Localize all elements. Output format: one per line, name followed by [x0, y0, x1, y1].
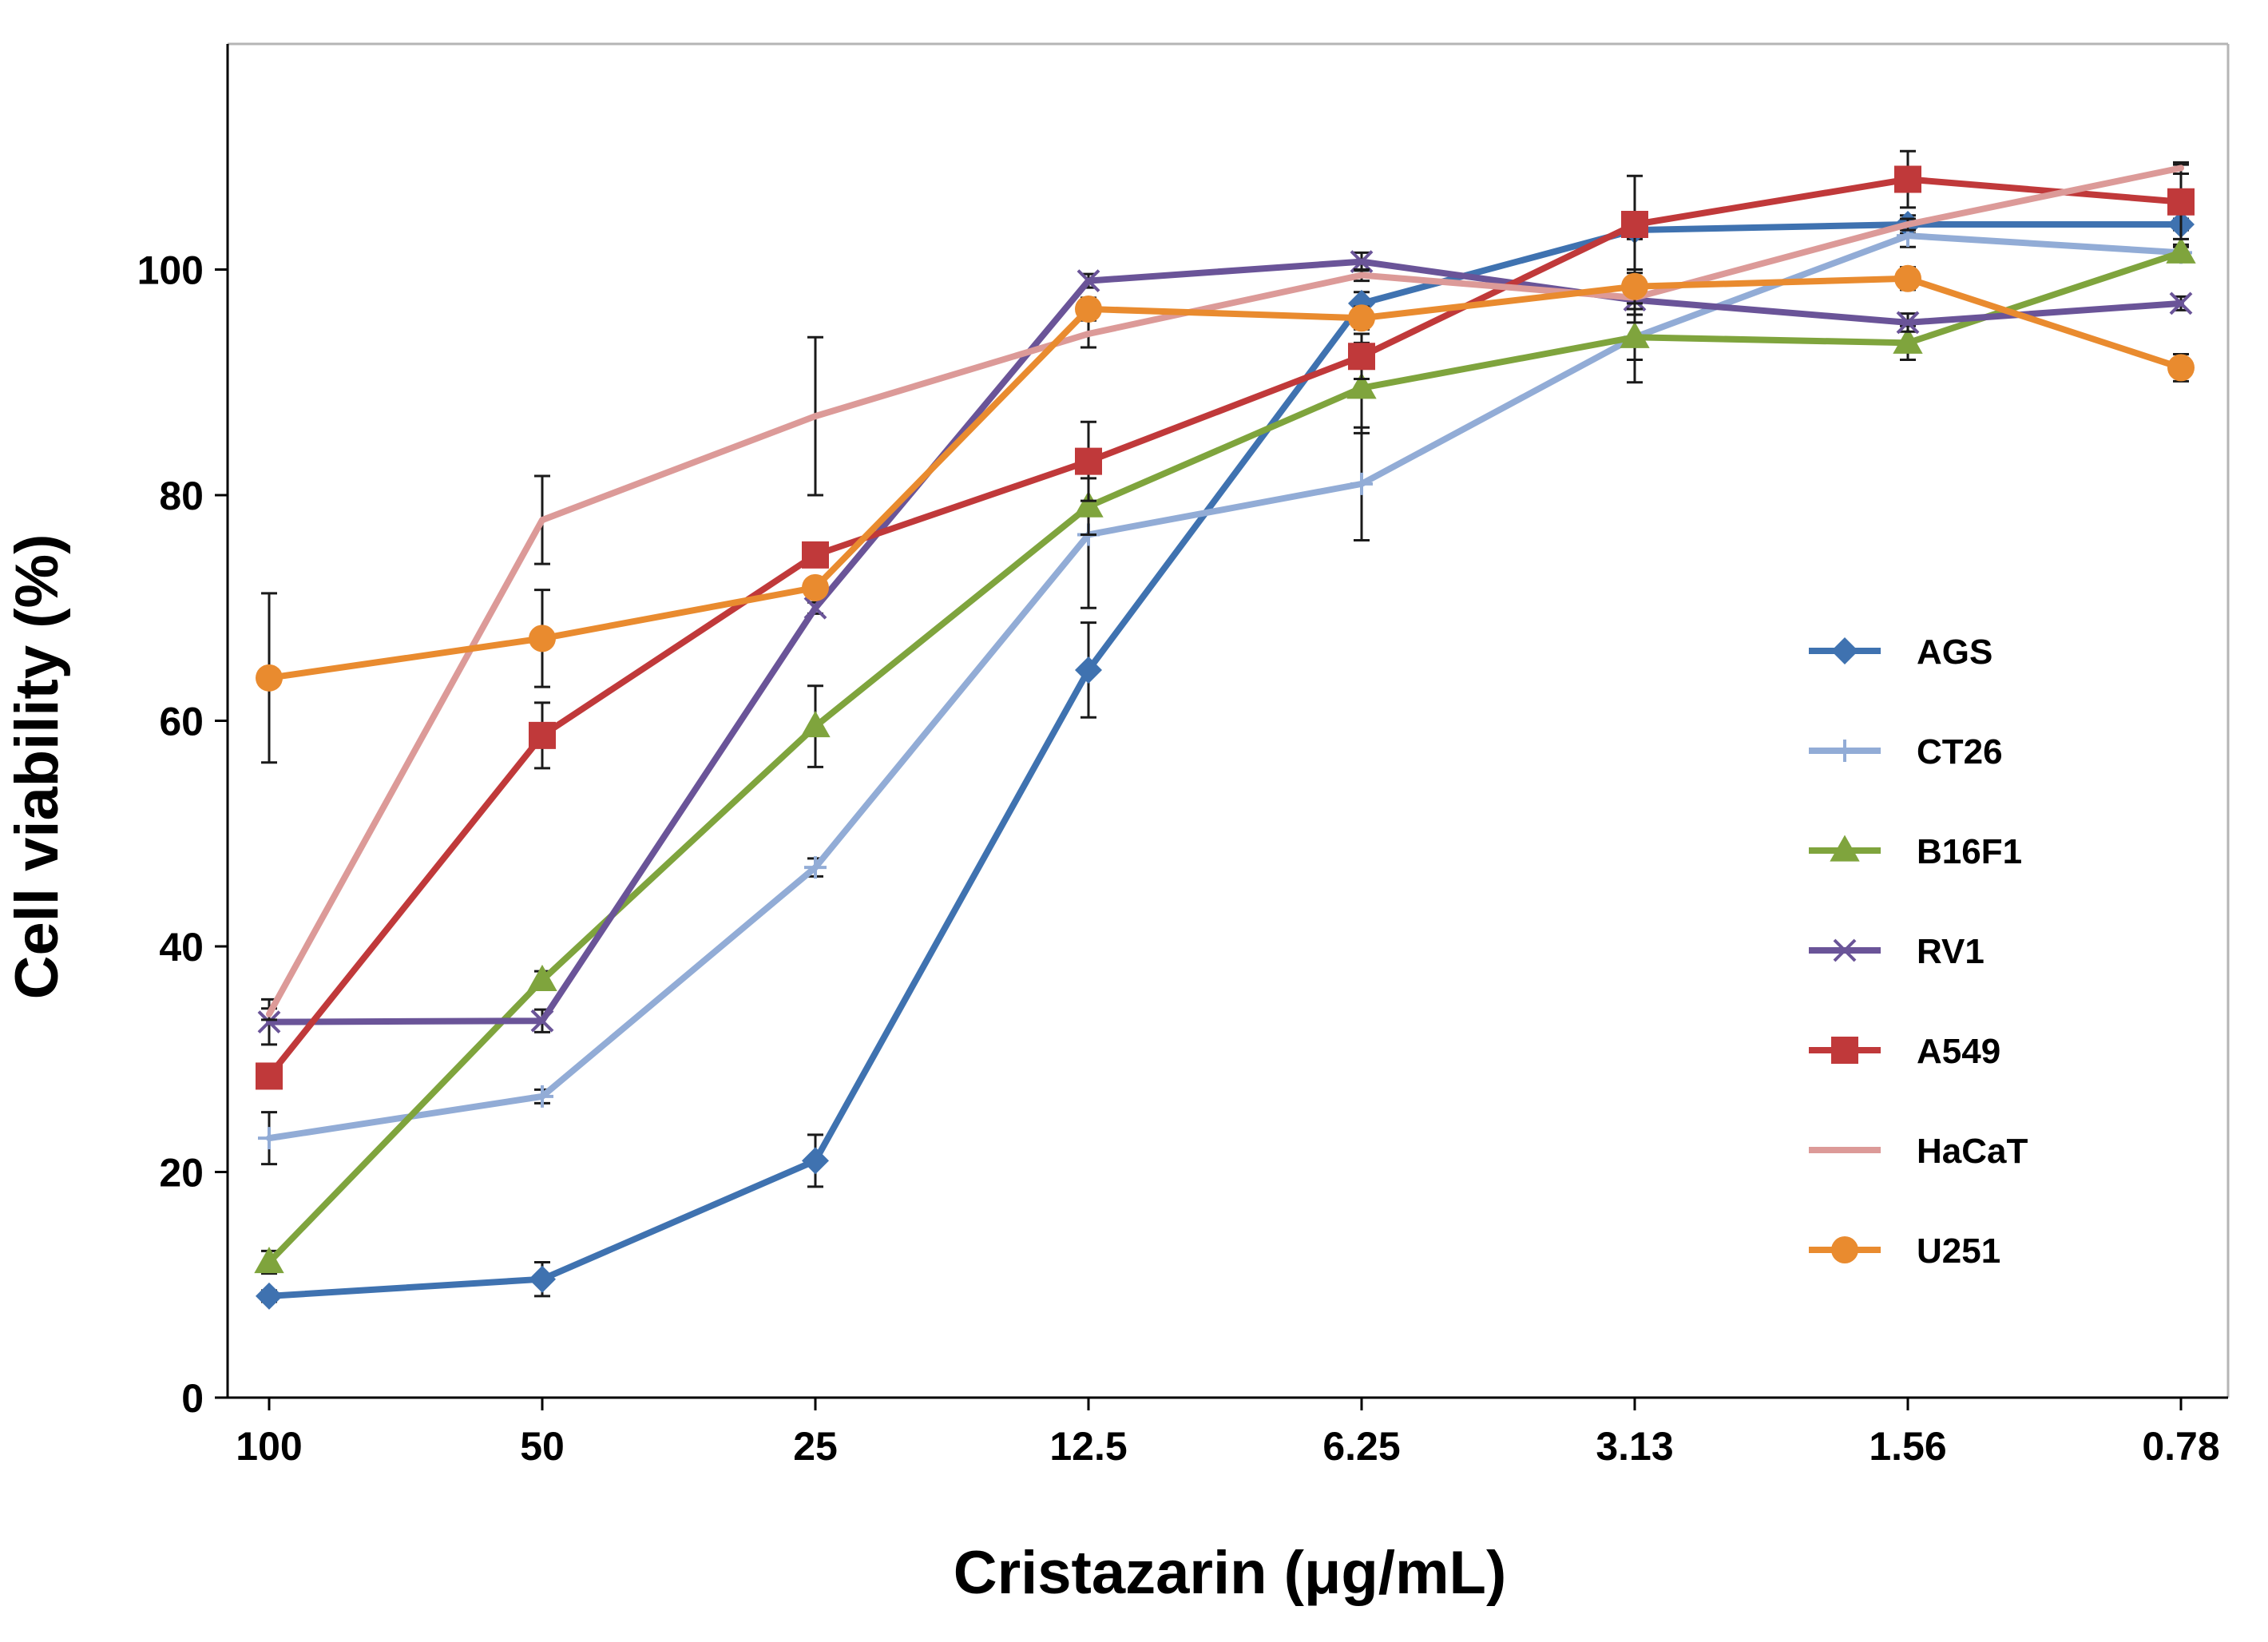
legend-marker-ags	[1831, 637, 1858, 664]
data-point-a549	[529, 721, 556, 749]
legend-item-hacat: HaCaT	[1809, 1132, 2028, 1171]
data-point-u251	[1894, 264, 1921, 292]
y-tick-label: 100	[137, 248, 204, 293]
data-point-a549	[1621, 211, 1648, 238]
data-point-rv1	[1896, 311, 1920, 335]
data-point-a549	[256, 1062, 283, 1090]
data-point-a549	[1075, 447, 1102, 475]
data-point-ags	[529, 1265, 556, 1293]
legend-label-hacat: HaCaT	[1917, 1132, 2028, 1171]
x-tick-label: 1.56	[1869, 1424, 1946, 1469]
data-point-rv1	[2169, 292, 2193, 315]
data-point-b16f1	[2166, 236, 2196, 264]
y-tick-label: 40	[159, 925, 204, 970]
data-point-rv1	[803, 596, 827, 620]
legend-item-ags: AGS	[1809, 633, 1992, 672]
data-point-a549	[2167, 188, 2195, 216]
legend-item-ct26: CT26	[1809, 732, 2003, 771]
x-tick-label: 100	[236, 1424, 302, 1469]
data-point-u251	[1348, 304, 1375, 332]
legend-item-u251: U251	[1809, 1232, 2000, 1271]
data-point-b16f1	[527, 964, 557, 991]
data-point-b16f1	[800, 711, 831, 738]
series-ags	[256, 211, 2195, 1310]
legend-label-rv1: RV1	[1917, 932, 1985, 971]
series-line-ct26	[266, 232, 2184, 1142]
legend-label-ct26: CT26	[1917, 732, 2003, 771]
x-tick-label: 0.78	[2142, 1424, 2219, 1469]
data-point-ct26	[531, 1085, 553, 1108]
y-axis-title: Cell viability (%)	[3, 534, 71, 1000]
data-point-u251	[1621, 272, 1648, 300]
x-axis-title: Cristazarin (μg/mL)	[954, 1539, 1507, 1607]
legend-marker-ct26	[1834, 740, 1856, 762]
legend-label-b16f1: B16F1	[1917, 832, 2022, 871]
series-line-rv1	[266, 258, 2184, 1025]
data-point-rv1	[257, 1010, 281, 1034]
data-point-u251	[2167, 354, 2195, 382]
legend-marker-a549	[1831, 1037, 1858, 1064]
data-point-rv1	[530, 1009, 554, 1033]
legend-label-ags: AGS	[1917, 633, 1992, 672]
data-point-b16f1	[1893, 327, 1923, 354]
x-tick-label: 25	[793, 1424, 838, 1469]
data-point-a549	[1894, 165, 1921, 193]
series-a549	[256, 149, 2195, 1090]
y-tick-label: 0	[181, 1376, 204, 1421]
legend-item-b16f1: B16F1	[1809, 832, 2022, 871]
data-point-u251	[256, 664, 283, 692]
data-point-u251	[529, 625, 556, 652]
data-point-rv1	[1077, 269, 1100, 293]
legend-marker-rv1	[1833, 938, 1857, 962]
x-tick-label: 12.5	[1049, 1424, 1127, 1469]
series-line-a549	[266, 176, 2184, 1080]
data-point-u251	[1075, 295, 1102, 323]
legend-item-a549: A549	[1809, 1032, 2000, 1071]
x-tick-label: 50	[520, 1424, 565, 1469]
y-tick-label: 20	[159, 1151, 204, 1196]
data-point-u251	[802, 573, 829, 601]
legend-marker-u251	[1831, 1236, 1858, 1263]
legend-label-u251: U251	[1917, 1232, 2000, 1271]
series-b16f1	[254, 236, 2196, 1275]
y-tick-label: 60	[159, 700, 204, 744]
series-line-u251	[266, 275, 2184, 681]
series-line-b16f1	[266, 249, 2184, 1266]
legend-marker-b16f1	[1830, 835, 1860, 862]
data-point-b16f1	[1346, 372, 1377, 399]
legend-label-a549: A549	[1917, 1032, 2000, 1071]
series-u251	[256, 264, 2195, 764]
data-point-ags	[256, 1282, 283, 1310]
legend-item-rv1: RV1	[1809, 932, 1985, 971]
series-ct26	[258, 223, 2192, 1166]
series-line-ags	[266, 221, 2184, 1299]
series-hacat	[261, 161, 2189, 1021]
data-point-ags	[802, 1147, 829, 1175]
data-point-b16f1	[1620, 321, 1650, 348]
data-point-ags	[1075, 656, 1102, 684]
x-tick-label: 3.13	[1596, 1424, 1673, 1469]
data-point-b16f1	[1073, 490, 1104, 518]
x-tick-label: 6.25	[1322, 1424, 1400, 1469]
data-point-ct26	[258, 1127, 280, 1150]
series-line-hacat	[266, 165, 2184, 1017]
data-point-a549	[802, 541, 829, 569]
data-point-a549	[1348, 343, 1375, 371]
data-point-ct26	[804, 856, 827, 879]
data-point-b16f1	[254, 1246, 284, 1274]
data-point-ct26	[1350, 472, 1373, 495]
y-tick-label: 80	[159, 474, 204, 518]
